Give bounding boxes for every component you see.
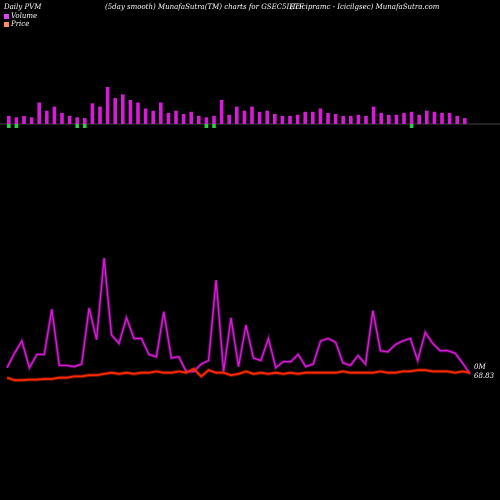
volume-bar (29, 117, 34, 124)
volume-bar-down (75, 124, 79, 128)
price-line (6, 367, 471, 382)
volume-bar (98, 106, 102, 124)
volume-bar (311, 111, 315, 124)
volume-bar (402, 112, 406, 124)
legend-swatch-price (4, 21, 9, 27)
volume-bar (212, 115, 216, 124)
volume-bar-down (409, 124, 414, 128)
volume-bar (341, 115, 345, 124)
volume-bar (295, 114, 300, 125)
volume-bar (45, 110, 49, 124)
legend-label-price: Price (11, 20, 30, 28)
chart-header-right: (Icicipramc - Icicilgsec) MunafaSutra.co… (290, 3, 440, 11)
volume-bar (7, 115, 11, 124)
volume-bar (143, 108, 148, 124)
volume-bar (197, 115, 201, 124)
volume-bar (219, 100, 224, 125)
volume-bar (242, 110, 247, 124)
chart-header-center: (5day smooth) MunafaSutra(TM) charts for… (105, 3, 304, 11)
volume-bar-down (212, 124, 216, 128)
volume-bar-down (7, 124, 11, 128)
volume-bar (105, 87, 110, 124)
volume-bar (303, 111, 307, 124)
volume-bar (463, 118, 467, 124)
volume-end-label: 0M (474, 363, 486, 371)
volume-bar (151, 110, 155, 124)
volume-bar (326, 112, 330, 124)
volume-bar (204, 117, 209, 124)
volume-bar (189, 111, 193, 124)
lines (5, 257, 472, 383)
volume-bar (371, 106, 376, 124)
volume-bar (60, 112, 64, 124)
legend-swatch-volume (4, 13, 9, 19)
legend-item-price: Price (4, 20, 29, 28)
volume-bar (67, 115, 72, 124)
volume-bar (121, 94, 125, 124)
volume-bar (447, 112, 452, 124)
price-end-label: 68.83 (474, 372, 495, 380)
volume-bar (318, 108, 323, 124)
volume-bar (113, 98, 117, 124)
volume-bar (22, 115, 26, 124)
volume-line (6, 257, 471, 375)
volume-bar (227, 114, 231, 125)
legend-label-volume: Volume (11, 12, 38, 20)
volume-bar (37, 102, 41, 124)
volume-bar (128, 100, 133, 125)
volume-bar (333, 114, 338, 124)
volume-bar-down (83, 124, 87, 128)
volume-bar (288, 115, 292, 124)
volume-bar (455, 115, 459, 124)
volume-bar (387, 114, 391, 125)
volume-bar (90, 103, 95, 124)
volume-bar (425, 110, 429, 124)
legend-item-volume: Volume (4, 12, 37, 20)
volume-bar (257, 111, 262, 124)
volume-bar (159, 102, 163, 124)
volume-bar (52, 106, 57, 124)
volume-bar (14, 117, 19, 124)
volume-bar (432, 111, 437, 124)
chart-header-left: Daily PVM (4, 3, 42, 11)
volume-bar (235, 106, 239, 124)
volume-bar (417, 114, 421, 125)
volume-bar (364, 115, 368, 124)
volume-bar (265, 110, 269, 124)
volume-bar (136, 102, 140, 124)
volume-bar (181, 114, 186, 124)
volume-bar (75, 117, 79, 124)
volume-bar-down (14, 124, 19, 128)
volume-bar (174, 110, 178, 124)
volume-bar (394, 114, 399, 125)
volume-bar (280, 115, 285, 124)
volume-bar (440, 112, 444, 124)
volume-bar (379, 112, 383, 124)
volume-bar (166, 112, 171, 124)
volume-bar-down (204, 124, 209, 128)
volume-bar (250, 106, 254, 124)
volume-bar (356, 114, 361, 125)
volume-bar (409, 111, 414, 124)
volume-bars (7, 87, 467, 128)
volume-bar (273, 114, 277, 124)
volume-bar (83, 118, 87, 124)
volume-bar (349, 115, 353, 124)
volume-line-glow (5, 257, 472, 375)
